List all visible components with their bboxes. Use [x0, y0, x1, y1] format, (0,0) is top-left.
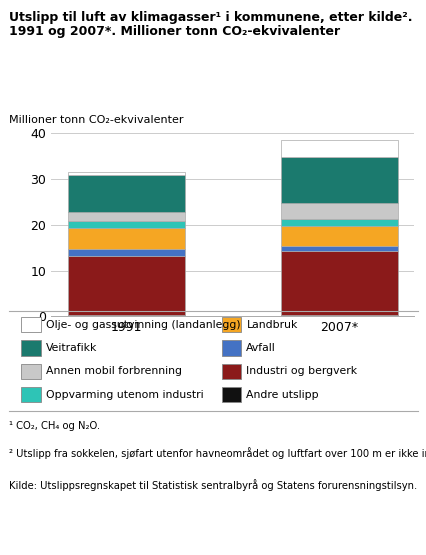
Bar: [68, 228, 184, 249]
Bar: [280, 251, 397, 315]
Text: Utslipp til luft av klimagasser¹ i kommunene, etter kilde².: Utslipp til luft av klimagasser¹ i kommu…: [9, 11, 411, 24]
Text: ¹ CO₂, CH₄ og N₂O.: ¹ CO₂, CH₄ og N₂O.: [9, 421, 99, 431]
Bar: [280, 203, 397, 219]
Text: Kilde: Utslippsregnskapet til Statistisk sentralbyrå og Statens forurensningstil: Kilde: Utslippsregnskapet til Statistisk…: [9, 479, 416, 491]
Text: 1991 og 2007*. Millioner tonn CO₂-ekvivalenter: 1991 og 2007*. Millioner tonn CO₂-ekviva…: [9, 25, 339, 38]
Bar: [68, 315, 184, 316]
Text: Oppvarming utenom industri: Oppvarming utenom industri: [46, 390, 203, 400]
Text: Landbruk: Landbruk: [246, 320, 297, 330]
Bar: [68, 172, 184, 175]
Text: Industri og bergverk: Industri og bergverk: [246, 366, 357, 376]
Bar: [280, 315, 397, 316]
Bar: [68, 212, 184, 221]
Text: Avfall: Avfall: [246, 343, 276, 353]
Bar: [68, 221, 184, 228]
Text: ² Utslipp fra sokkelen, sjøfart utenfor havneområdet og luftfart over 100 m er i: ² Utslipp fra sokkelen, sjøfart utenfor …: [9, 447, 426, 460]
Bar: [68, 256, 184, 315]
Bar: [68, 175, 184, 212]
Text: Olje- og gassutvinning (landanlegg): Olje- og gassutvinning (landanlegg): [46, 320, 240, 330]
Bar: [280, 226, 397, 246]
Text: Andre utslipp: Andre utslipp: [246, 390, 318, 400]
Text: Annen mobil forbrenning: Annen mobil forbrenning: [46, 366, 181, 376]
Bar: [68, 249, 184, 256]
Bar: [280, 219, 397, 226]
Bar: [280, 246, 397, 251]
Text: Millioner tonn CO₂-ekvivalenter: Millioner tonn CO₂-ekvivalenter: [9, 115, 183, 125]
Bar: [280, 157, 397, 203]
Bar: [280, 140, 397, 157]
Text: Veitrafikk: Veitrafikk: [46, 343, 97, 353]
